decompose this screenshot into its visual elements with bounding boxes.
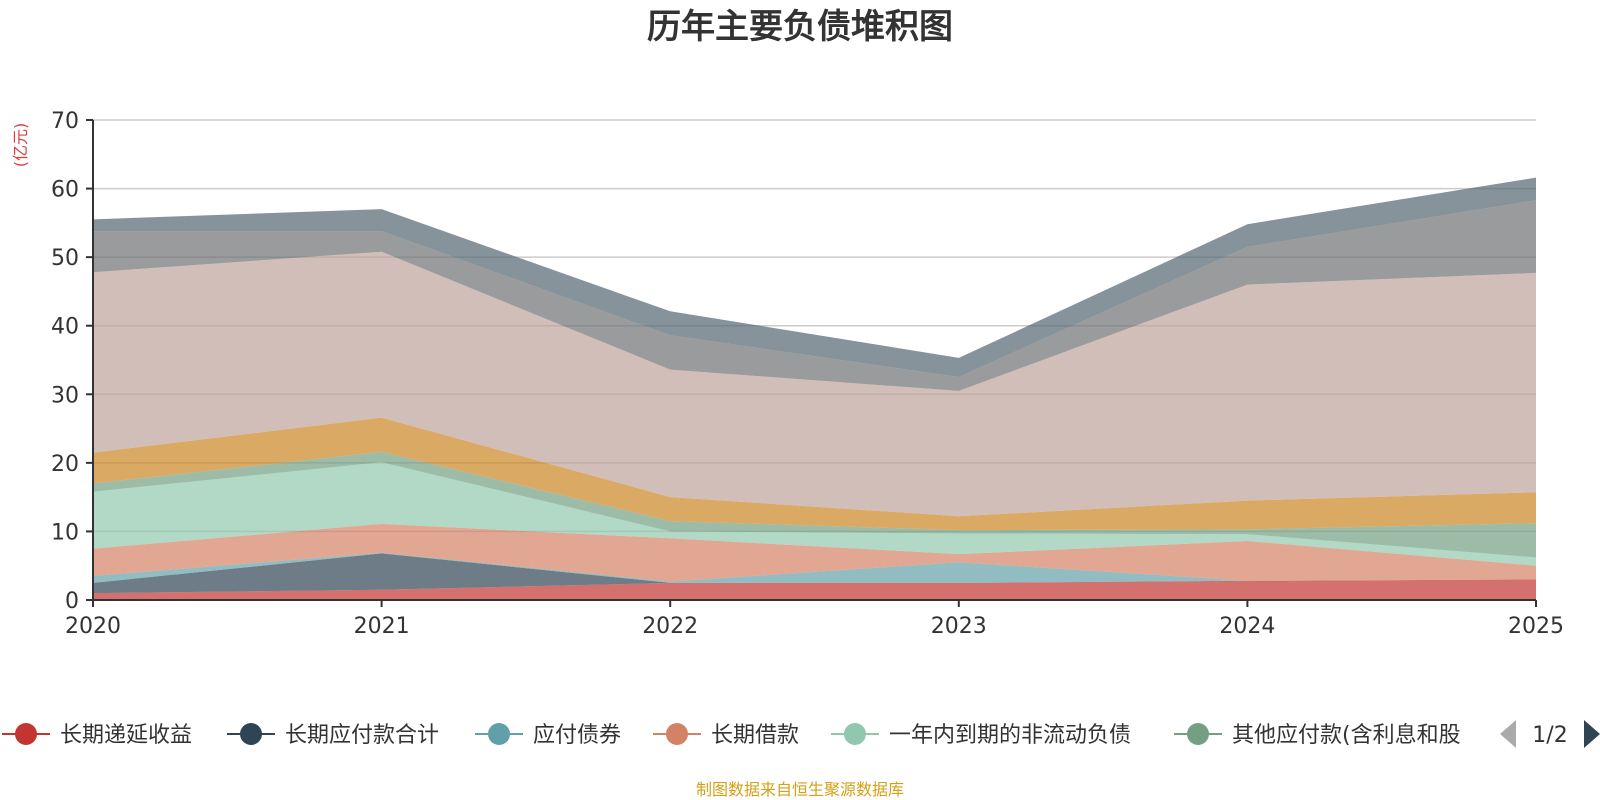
- y-axis-ticks: 0 10 20 30 40 50 60 70: [51, 109, 93, 614]
- y-tick-label-7: 70: [51, 109, 79, 134]
- legend-label: 长期应付款合计: [285, 723, 439, 748]
- y-tick-label-2: 20: [51, 452, 79, 477]
- axes: [92, 120, 1536, 601]
- legend-label: 一年内到期的非流动负债: [889, 723, 1131, 748]
- x-tick-label-4: 2024: [1219, 614, 1275, 639]
- y-tick-label-5: 50: [51, 246, 79, 271]
- area-series-6: [93, 417, 1536, 531]
- area-series-7: [93, 251, 1536, 517]
- area-series-9: [93, 177, 1536, 378]
- legend-prev-icon[interactable]: [1500, 720, 1516, 748]
- area-series-0: [93, 579, 1536, 600]
- legend-marker-icon: [844, 723, 866, 745]
- y-tick-label-1: 10: [51, 520, 79, 545]
- x-tick-label-5: 2025: [1508, 614, 1564, 639]
- area-series-5: [93, 451, 1536, 558]
- legend-label: 应付债券: [533, 723, 621, 748]
- legend-item-1[interactable]: 长期应付款合计: [227, 723, 439, 748]
- legend-next-icon[interactable]: [1584, 720, 1600, 748]
- area-series-1: [93, 553, 1536, 594]
- x-tick-label-3: 2023: [931, 614, 987, 639]
- legend: 长期递延收益 长期应付款合计 应付债券 长期借款 一年内到期的非流动负债 其他应付款(含利…: [2, 723, 1461, 748]
- y-tick-label-0: 0: [65, 589, 79, 614]
- legend-item-3[interactable]: 长期借款: [653, 723, 799, 748]
- y-tick-label-6: 60: [51, 178, 79, 203]
- chart-title: 历年主要负债堆积图: [647, 7, 953, 47]
- legend-marker-icon: [666, 723, 688, 745]
- legend-item-4[interactable]: 一年内到期的非流动负债: [831, 723, 1131, 748]
- legend-marker-icon: [15, 723, 37, 745]
- x-tick-label-2: 2022: [642, 614, 698, 639]
- y-tick-label-3: 30: [51, 383, 79, 408]
- area-series: [93, 177, 1536, 600]
- x-axis-ticks: 2020 2021 2022 2023 2024 2025: [65, 600, 1564, 639]
- legend-label: 长期递延收益: [60, 723, 192, 748]
- y-tick-label-4: 40: [51, 315, 79, 340]
- legend-pager: 1/2: [1500, 720, 1600, 748]
- x-tick-label-1: 2021: [354, 614, 410, 639]
- legend-page-indicator: 1/2: [1532, 723, 1567, 748]
- legend-label: 其他应付款(含利息和股: [1232, 723, 1461, 748]
- legend-label: 长期借款: [711, 723, 799, 748]
- legend-item-0[interactable]: 长期递延收益: [2, 723, 192, 748]
- y-axis-unit-label: (亿元): [11, 123, 30, 168]
- legend-item-5[interactable]: 其他应付款(含利息和股: [1174, 723, 1461, 748]
- legend-marker-icon: [240, 723, 262, 745]
- legend-marker-icon: [1187, 723, 1209, 745]
- legend-marker-icon: [488, 723, 510, 745]
- area-series-2: [93, 552, 1536, 583]
- x-tick-label-0: 2020: [65, 614, 121, 639]
- area-series-4: [93, 462, 1536, 566]
- source-note: 制图数据来自恒生聚源数据库: [696, 780, 904, 799]
- legend-item-2[interactable]: 应付债券: [475, 723, 621, 748]
- area-series-3: [93, 523, 1536, 582]
